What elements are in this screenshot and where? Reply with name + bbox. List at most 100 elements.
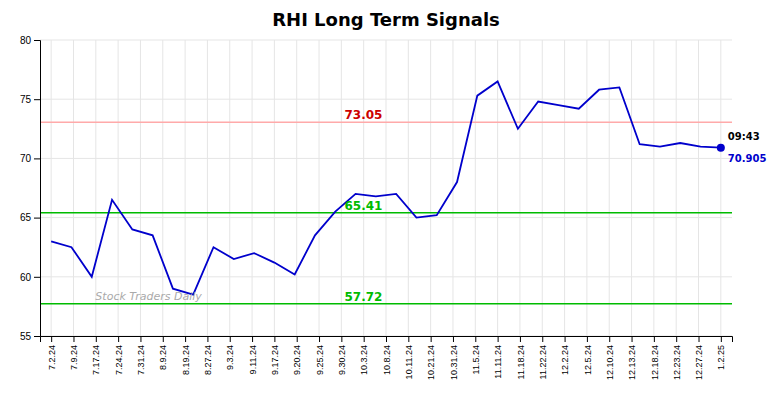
x-tick-mark bbox=[96, 336, 97, 342]
x-tick-mark bbox=[297, 336, 298, 342]
grid-line-y bbox=[40, 158, 732, 159]
x-tick-label: 10.8.24 bbox=[382, 345, 392, 375]
grid-line-x bbox=[408, 40, 409, 336]
x-tick-label: 12.10.24 bbox=[605, 345, 615, 380]
y-axis: 556065707580 bbox=[20, 35, 41, 342]
x-tick-mark bbox=[475, 336, 476, 342]
signal-label: 65.41 bbox=[344, 199, 382, 213]
grid-line-y bbox=[40, 40, 732, 41]
grid-line-x bbox=[720, 40, 721, 336]
x-tick: 10.3.24 bbox=[359, 336, 369, 375]
x-tick-label: 12.27.24 bbox=[694, 345, 704, 380]
x-tick-mark bbox=[341, 336, 342, 342]
x-tick-label: 10.21.24 bbox=[426, 345, 436, 380]
x-tick: 10.21.24 bbox=[426, 336, 436, 380]
x-tick: 12.2.24 bbox=[560, 336, 570, 375]
y-tick: 80 bbox=[20, 35, 40, 46]
x-tick: 10.11.24 bbox=[404, 336, 414, 379]
grid-line-x bbox=[519, 40, 520, 336]
x-tick: 12.23.24 bbox=[672, 336, 682, 380]
x-tick-mark bbox=[632, 336, 633, 342]
x-tick-mark bbox=[73, 336, 74, 342]
grid-line-x bbox=[653, 40, 654, 336]
watermark: Stock Traders Daily bbox=[95, 290, 202, 303]
x-tick-label: 10.11.24 bbox=[404, 345, 414, 379]
grid-line-x bbox=[631, 40, 632, 336]
x-tick: 9.3.24 bbox=[225, 336, 235, 370]
x-tick-mark bbox=[207, 336, 208, 342]
x-tick-mark bbox=[587, 336, 588, 342]
y-tick: 60 bbox=[20, 272, 40, 283]
x-tick-mark bbox=[453, 336, 454, 342]
x-tick-mark bbox=[51, 336, 52, 342]
x-tick-label: 11.5.24 bbox=[471, 345, 481, 374]
y-tick-mark bbox=[34, 277, 40, 278]
y-tick-mark bbox=[34, 158, 40, 159]
data bbox=[40, 81, 732, 303]
chart: 7.2.24 7.9.24 7.17.24 7.24.24 7.31.24 8.9.24 8… bbox=[0, 0, 784, 398]
last-point bbox=[717, 144, 725, 152]
y-axis-line bbox=[34, 41, 41, 337]
x-tick: 12.13.24 bbox=[627, 336, 637, 380]
x-tick-mark bbox=[274, 336, 275, 342]
x-tick-mark bbox=[185, 336, 186, 342]
x-tick: 7.2.24 bbox=[47, 336, 57, 370]
x-tick-mark bbox=[408, 336, 409, 342]
x-tick-label: 9.17.24 bbox=[270, 345, 280, 375]
grid-line-x bbox=[274, 40, 275, 336]
last-value: 70.905 bbox=[728, 153, 767, 164]
grid-line-x bbox=[430, 40, 431, 336]
x-tick: 8.27.24 bbox=[203, 336, 213, 375]
x-tick: 10.31.24 bbox=[449, 336, 459, 380]
x-tick-label: 11.11.24 bbox=[493, 345, 503, 379]
x-tick-mark bbox=[520, 336, 521, 342]
x-tick-mark bbox=[721, 336, 722, 342]
last-time: 09:43 bbox=[728, 131, 760, 142]
x-tick-label: 7.24.24 bbox=[114, 345, 124, 375]
x-tick-label: 7.9.24 bbox=[69, 345, 79, 370]
signal-label: 57.72 bbox=[344, 290, 382, 304]
y-tick-label: 55 bbox=[20, 331, 32, 342]
x-tick-label: 9.20.24 bbox=[292, 345, 302, 375]
x-tick: 8.19.24 bbox=[181, 336, 191, 375]
x-tick: 11.11.24 bbox=[493, 336, 503, 379]
y-tick-label: 65 bbox=[20, 212, 32, 223]
x-tick-label: 9.30.24 bbox=[337, 345, 347, 375]
x-tick-label: 8.27.24 bbox=[203, 345, 213, 375]
x-tick-mark bbox=[319, 336, 320, 342]
x-tick: 12.5.24 bbox=[583, 336, 593, 375]
grid-line-x bbox=[564, 40, 565, 336]
grid bbox=[40, 40, 732, 336]
x-tick: 9.30.24 bbox=[337, 336, 347, 375]
x-tick-label: 7.17.24 bbox=[91, 345, 101, 375]
x-tick-label: 12.5.24 bbox=[583, 345, 593, 375]
x-tick-mark bbox=[230, 336, 231, 342]
x-tick-label: 7.31.24 bbox=[136, 345, 146, 375]
x-tick-label: 10.31.24 bbox=[449, 345, 459, 380]
grid-line-x bbox=[51, 40, 52, 336]
grid-line-x bbox=[319, 40, 320, 336]
signal-line bbox=[40, 212, 732, 214]
x-tick-mark bbox=[163, 336, 164, 342]
x-tick-label: 9.3.24 bbox=[225, 345, 235, 370]
y-tick-label: 80 bbox=[20, 35, 32, 46]
x-tick-label: 11.18.24 bbox=[516, 345, 526, 379]
x-tick-label: 11.22.24 bbox=[538, 345, 548, 379]
x-tick: 12.10.24 bbox=[605, 336, 615, 380]
grid-line-x bbox=[207, 40, 208, 336]
y-tick-label: 75 bbox=[20, 94, 32, 105]
x-axis: 7.2.24 7.9.24 7.17.24 7.24.24 7.31.24 8.9.24 8… bbox=[41, 336, 733, 380]
x-tick-label: 8.19.24 bbox=[181, 345, 191, 375]
x-tick: 7.24.24 bbox=[114, 336, 124, 375]
x-tick-mark bbox=[118, 336, 119, 342]
x-tick-label: 8.9.24 bbox=[158, 345, 168, 370]
x-tick: 9.20.24 bbox=[292, 336, 302, 375]
grid-line-y bbox=[40, 217, 732, 218]
x-tick-mark bbox=[542, 336, 543, 342]
grid-line-x bbox=[296, 40, 297, 336]
y-tick: 55 bbox=[20, 331, 40, 342]
y-tick-label: 60 bbox=[20, 272, 32, 283]
x-tick: 9.17.24 bbox=[270, 336, 280, 375]
y-tick: 75 bbox=[20, 94, 40, 105]
x-tick-mark bbox=[386, 336, 387, 342]
